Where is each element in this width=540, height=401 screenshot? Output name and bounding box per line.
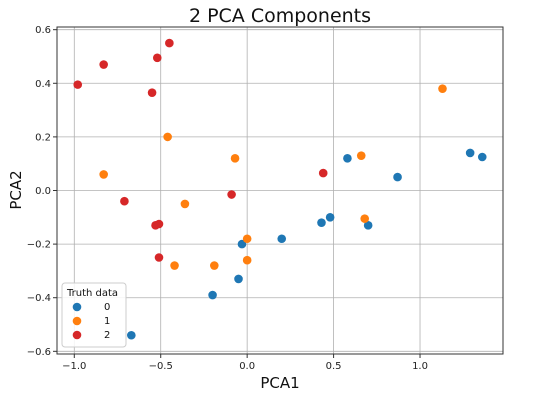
y-tick-label: −0.6	[27, 347, 51, 358]
data-point-class-1	[170, 261, 179, 270]
data-point-class-0	[393, 172, 402, 182]
y-tick-label: −0.2	[27, 240, 51, 251]
data-point-class-2	[147, 88, 157, 97]
legend: Truth data 0 1 2	[61, 282, 127, 348]
data-point-class-0	[343, 154, 352, 163]
x-tick-label: 0.5	[326, 361, 342, 372]
data-point-class-2	[165, 38, 174, 48]
grid-lines	[57, 27, 503, 354]
data-point-class-0	[465, 148, 475, 158]
x-tick-label: 1.0	[412, 361, 428, 372]
data-point-class-2	[154, 253, 164, 262]
y-tick-label: 0.4	[35, 79, 51, 90]
y-tick-label: 0.0	[35, 186, 51, 197]
y-tick-label: −0.4	[27, 293, 51, 304]
data-point-class-0	[317, 218, 326, 227]
data-point-class-1	[242, 255, 252, 265]
chart-title: 2 PCA Components	[189, 5, 371, 27]
data-point-class-2	[318, 168, 328, 178]
data-point-class-2	[120, 196, 129, 206]
data-point-class-2	[99, 60, 108, 69]
data-point-class-0	[127, 330, 136, 340]
legend-label: 0	[104, 302, 110, 313]
data-point-class-0	[237, 239, 247, 249]
y-axis-label: PCA2	[7, 170, 25, 209]
data-point-class-1	[356, 151, 366, 160]
legend-marker-1	[72, 316, 82, 326]
data-point-class-1	[99, 170, 108, 179]
data-point-class-2	[152, 53, 162, 63]
y-tick-label: 0.2	[35, 132, 51, 143]
x-tick-label: 0.0	[239, 361, 255, 372]
data-point-class-2	[73, 80, 83, 89]
data-point-class-0	[363, 221, 373, 230]
x-tick-label: −1.0	[62, 361, 86, 372]
legend-label: 1	[104, 316, 110, 327]
data-point-class-1	[438, 84, 447, 93]
legend-items: 0 1 2	[72, 302, 110, 341]
legend-title: Truth data	[66, 288, 118, 299]
legend-marker-2	[72, 330, 82, 340]
data-point-class-0	[208, 290, 217, 300]
data-point-class-2	[154, 219, 164, 229]
data-point-class-1	[210, 261, 219, 270]
y-tick-label: 0.6	[35, 25, 51, 36]
data-point-class-0	[477, 152, 487, 162]
data-point-class-1	[180, 199, 190, 209]
axis-ticks: −1.0 −0.5 0.0 0.5 1.0 −0.6 −0.4 −0.2 0.0 0.2 0.4 0.…	[27, 25, 428, 372]
x-tick-label: −0.5	[149, 361, 173, 372]
data-points	[73, 38, 487, 340]
data-point-class-1	[230, 154, 240, 163]
legend-marker-0	[72, 302, 82, 312]
data-point-class-1	[360, 214, 370, 223]
data-point-class-0	[325, 213, 335, 222]
data-point-class-1	[163, 132, 172, 142]
x-axis-label: PCA1	[260, 374, 299, 392]
data-point-class-2	[227, 190, 236, 199]
data-point-class-1	[242, 234, 252, 244]
legend-label: 2	[104, 330, 110, 341]
data-point-class-0	[277, 234, 287, 244]
data-point-class-0	[234, 274, 243, 284]
